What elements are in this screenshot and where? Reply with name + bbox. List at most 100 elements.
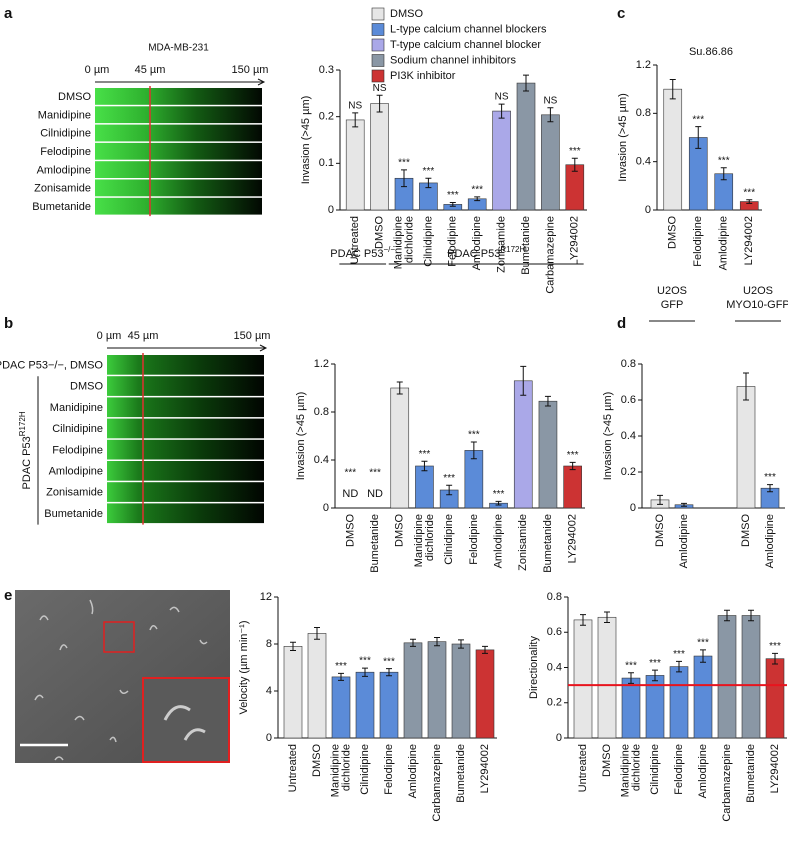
bar [451, 643, 471, 739]
y-tick-label: 0 [630, 502, 636, 514]
bar [379, 671, 399, 739]
legend-label: L-type calcium channel blockers [390, 23, 547, 35]
scale-label: 45 µm [135, 64, 166, 76]
x-tick-label: Amlodipine [492, 514, 504, 568]
group-label: MYO10-GFP [726, 299, 788, 311]
row-label: Felodipine [40, 146, 91, 158]
bar [538, 400, 558, 509]
image-row [95, 88, 262, 105]
scale-label: 150 µm [234, 330, 271, 342]
row-label: Manidipine [38, 109, 91, 121]
x-tick-label: Amlodipine [471, 216, 483, 270]
group-label: PDAC P53R172H [447, 245, 525, 260]
row-label: Felodipine [52, 444, 103, 456]
error-bar [569, 461, 576, 471]
y-tick-label: 0 [266, 732, 272, 744]
error-bar [482, 645, 488, 654]
y-tick-label: 0.8 [621, 358, 636, 370]
x-tick-label: Felodipine [447, 216, 459, 267]
x-tick-label: dichloride [424, 514, 436, 561]
group-label: U2OS [743, 285, 773, 297]
x-tick-label: dichloride [630, 744, 642, 791]
error-bar [449, 202, 456, 207]
x-tick-label: DMSO [654, 514, 666, 547]
significance: *** [493, 489, 505, 500]
y-axis-label: Directionality [528, 636, 540, 699]
bar [415, 465, 434, 509]
group-label: PDAC P53R172H [18, 411, 33, 489]
bar [669, 666, 689, 739]
value-label: ND [342, 488, 358, 500]
x-tick-label: Untreated [577, 744, 589, 792]
y-tick-label: 0.4 [636, 156, 651, 168]
bar [331, 676, 351, 739]
error-bar [362, 667, 368, 677]
error-bar [544, 395, 551, 407]
error-bar [498, 103, 505, 119]
y-tick-label: 0.4 [547, 661, 562, 673]
significance: *** [423, 166, 435, 177]
significance: *** [743, 187, 755, 198]
panel-label: c [617, 5, 625, 22]
bar [663, 88, 683, 211]
scale-label: 150 µm [232, 64, 269, 76]
error-bar [410, 638, 416, 647]
legend-label: DMSO [390, 8, 423, 20]
row-label: DMSO [70, 381, 103, 393]
legend-swatch [371, 7, 385, 21]
significance: *** [697, 638, 709, 649]
bar [736, 386, 756, 509]
error-bar [547, 107, 554, 123]
significance: *** [625, 660, 637, 671]
bar [492, 110, 511, 211]
bar [307, 633, 327, 739]
scale-label: 0 µm [97, 330, 122, 342]
y-axis-label: Velocity (µm min⁻¹) [238, 620, 250, 714]
image-row [95, 179, 262, 197]
x-tick-label: DMSO [311, 744, 323, 777]
significance: *** [569, 146, 581, 157]
row-label: Bumetanide [44, 508, 103, 520]
group-label: PDAC P53−/− [330, 245, 395, 260]
bar [390, 387, 410, 509]
significance: *** [398, 158, 410, 169]
significance: *** [335, 661, 347, 672]
bar [621, 677, 641, 739]
significance: NS [348, 101, 362, 112]
error-bar [628, 672, 634, 684]
image-row [95, 142, 262, 160]
x-tick-label: Carbamazepine [544, 216, 556, 294]
significance: NS [495, 92, 509, 103]
x-tick-label: Amlodipine [764, 514, 776, 568]
error-bar [386, 668, 392, 677]
error-bar [571, 157, 578, 172]
error-bar [396, 381, 403, 395]
error-bar [458, 639, 464, 649]
y-tick-label: 1.2 [314, 358, 329, 370]
significance: *** [673, 649, 685, 660]
row-label: Amlodipine [37, 164, 91, 176]
significance: *** [359, 656, 371, 667]
significance: *** [345, 468, 357, 479]
significance: NS [373, 83, 387, 94]
scale-arrow [259, 344, 268, 352]
y-tick-label: 0.2 [319, 111, 334, 123]
x-tick-label: Bumetanide [369, 514, 381, 573]
error-bar [676, 660, 682, 673]
x-tick-label: dichloride [340, 744, 352, 791]
significance: *** [769, 641, 781, 652]
error-bar [446, 484, 453, 496]
image-row [95, 161, 262, 178]
legend-label: Sodium channel inhibitors [390, 54, 516, 66]
value-label: ND [367, 488, 383, 500]
image-row [107, 503, 264, 524]
image-row [107, 397, 264, 418]
x-tick-label: Manidipine [329, 744, 341, 797]
legend-swatch [371, 23, 385, 36]
bar [403, 642, 423, 739]
error-bar [746, 199, 753, 204]
x-tick-label: Untreated [349, 216, 361, 264]
error-bar [681, 502, 687, 507]
x-tick-label: LY294002 [769, 744, 781, 793]
group-label: U2OS [657, 285, 687, 297]
